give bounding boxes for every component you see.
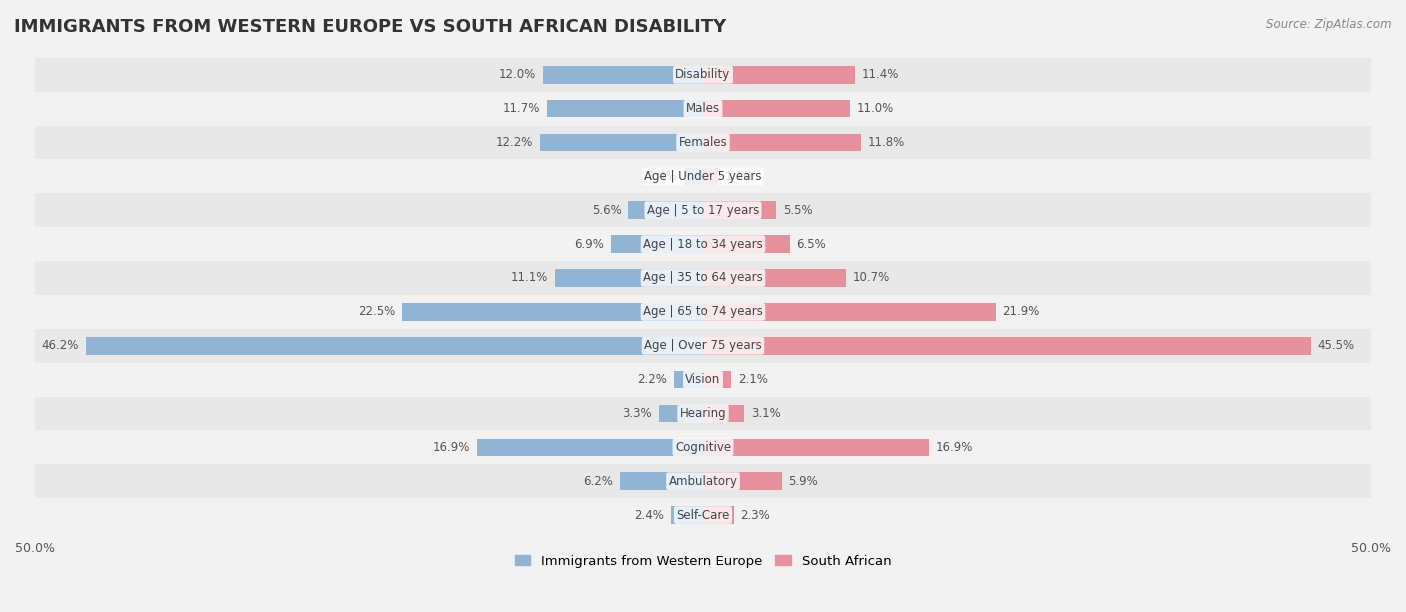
Bar	[671, 506, 703, 524]
Bar	[555, 269, 703, 287]
Text: 6.9%: 6.9%	[574, 237, 605, 251]
Text: 10.7%: 10.7%	[852, 272, 890, 285]
Bar	[35, 498, 1371, 532]
Bar	[673, 371, 703, 389]
Bar	[659, 405, 703, 422]
Text: Age | 65 to 74 years: Age | 65 to 74 years	[643, 305, 763, 318]
Text: 3.3%: 3.3%	[623, 407, 652, 420]
Text: IMMIGRANTS FROM WESTERN EUROPE VS SOUTH AFRICAN DISABILITY: IMMIGRANTS FROM WESTERN EUROPE VS SOUTH …	[14, 18, 727, 36]
Text: Age | 5 to 17 years: Age | 5 to 17 years	[647, 204, 759, 217]
Bar	[703, 66, 855, 84]
Text: 45.5%: 45.5%	[1317, 339, 1355, 353]
Text: Hearing: Hearing	[679, 407, 727, 420]
Bar	[35, 329, 1371, 363]
Bar	[703, 439, 929, 456]
Text: 11.4%: 11.4%	[862, 69, 900, 81]
Bar	[35, 295, 1371, 329]
Bar	[35, 465, 1371, 498]
Bar	[35, 227, 1371, 261]
Text: 11.8%: 11.8%	[868, 136, 904, 149]
Bar	[402, 303, 703, 321]
Text: 21.9%: 21.9%	[1002, 305, 1039, 318]
Legend: Immigrants from Western Europe, South African: Immigrants from Western Europe, South Af…	[509, 549, 897, 573]
Bar	[703, 100, 851, 118]
Text: 11.1%: 11.1%	[510, 272, 548, 285]
Bar	[86, 337, 703, 354]
Bar	[703, 133, 860, 151]
Text: Vision: Vision	[685, 373, 721, 386]
Bar	[703, 269, 846, 287]
Bar	[685, 168, 703, 185]
Bar	[547, 100, 703, 118]
Text: Cognitive: Cognitive	[675, 441, 731, 454]
Bar	[703, 472, 782, 490]
Text: 5.9%: 5.9%	[789, 475, 818, 488]
Bar	[35, 430, 1371, 465]
Bar	[703, 303, 995, 321]
Bar	[35, 363, 1371, 397]
Text: 5.6%: 5.6%	[592, 204, 621, 217]
Bar	[35, 193, 1371, 227]
Bar	[703, 371, 731, 389]
Text: 16.9%: 16.9%	[433, 441, 471, 454]
Text: 46.2%: 46.2%	[42, 339, 79, 353]
Bar	[703, 235, 790, 253]
Text: 3.1%: 3.1%	[751, 407, 780, 420]
Text: 2.4%: 2.4%	[634, 509, 664, 521]
Text: 22.5%: 22.5%	[359, 305, 395, 318]
Text: Disability: Disability	[675, 69, 731, 81]
Bar	[628, 201, 703, 219]
Text: 1.1%: 1.1%	[724, 170, 754, 183]
Bar	[35, 125, 1371, 160]
Bar	[35, 160, 1371, 193]
Bar	[35, 261, 1371, 295]
Text: Males: Males	[686, 102, 720, 115]
Bar	[477, 439, 703, 456]
Bar	[543, 66, 703, 84]
Bar	[35, 397, 1371, 430]
Bar	[540, 133, 703, 151]
Bar	[620, 472, 703, 490]
Bar	[703, 201, 776, 219]
Text: 12.0%: 12.0%	[499, 69, 536, 81]
Text: Age | 35 to 64 years: Age | 35 to 64 years	[643, 272, 763, 285]
Text: 1.4%: 1.4%	[648, 170, 678, 183]
Bar	[610, 235, 703, 253]
Text: Age | Under 5 years: Age | Under 5 years	[644, 170, 762, 183]
Text: 6.2%: 6.2%	[583, 475, 613, 488]
Text: 2.2%: 2.2%	[637, 373, 666, 386]
Text: 12.2%: 12.2%	[496, 136, 533, 149]
Text: 11.7%: 11.7%	[502, 102, 540, 115]
Text: Females: Females	[679, 136, 727, 149]
Bar	[703, 506, 734, 524]
Bar	[703, 168, 717, 185]
Text: Age | Over 75 years: Age | Over 75 years	[644, 339, 762, 353]
Bar	[35, 92, 1371, 125]
Text: 2.1%: 2.1%	[738, 373, 768, 386]
Bar	[703, 405, 744, 422]
Text: Source: ZipAtlas.com: Source: ZipAtlas.com	[1267, 18, 1392, 31]
Text: 6.5%: 6.5%	[797, 237, 827, 251]
Text: 2.3%: 2.3%	[741, 509, 770, 521]
Text: Ambulatory: Ambulatory	[668, 475, 738, 488]
Text: Age | 18 to 34 years: Age | 18 to 34 years	[643, 237, 763, 251]
Text: 5.5%: 5.5%	[783, 204, 813, 217]
Text: Self-Care: Self-Care	[676, 509, 730, 521]
Text: 11.0%: 11.0%	[856, 102, 894, 115]
Text: 16.9%: 16.9%	[935, 441, 973, 454]
Bar	[35, 58, 1371, 92]
Bar	[703, 337, 1310, 354]
